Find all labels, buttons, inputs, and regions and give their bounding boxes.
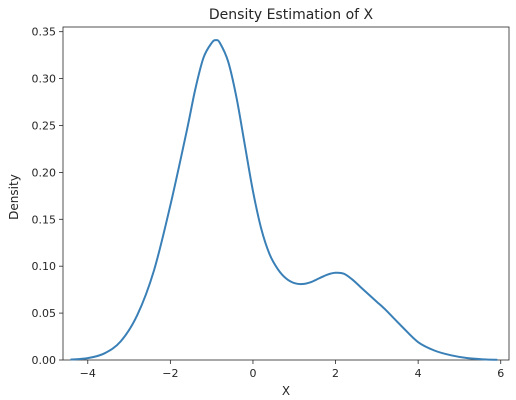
density-line [70,39,498,361]
y-tick-label: 0.00 [32,354,57,367]
x-tick-label: −4 [80,367,96,380]
y-tick-label: 0.15 [32,213,57,226]
x-axis-title: X [282,384,290,398]
x-tick-label: 2 [332,367,339,380]
x-tick-label: −2 [162,367,178,380]
y-tick-label: 0.10 [32,260,57,273]
y-tick-label: 0.20 [32,166,57,179]
y-axis-title: Density [7,174,21,220]
x-tick-label: 6 [497,367,504,380]
y-tick-label: 0.05 [32,307,57,320]
y-tick-label: 0.35 [32,26,57,39]
y-tick-label: 0.25 [32,119,57,132]
plot-area: −4 −2 0 2 4 6 0.00 0.05 0.10 0.15 0.20 0.25 0.30 0.35 [32,26,510,380]
x-tick-label: 0 [249,367,256,380]
chart-title: Density Estimation of X [209,7,374,23]
y-tick-label: 0.30 [32,73,57,86]
x-tick-label: 4 [415,367,422,380]
axes-frame [62,26,510,361]
